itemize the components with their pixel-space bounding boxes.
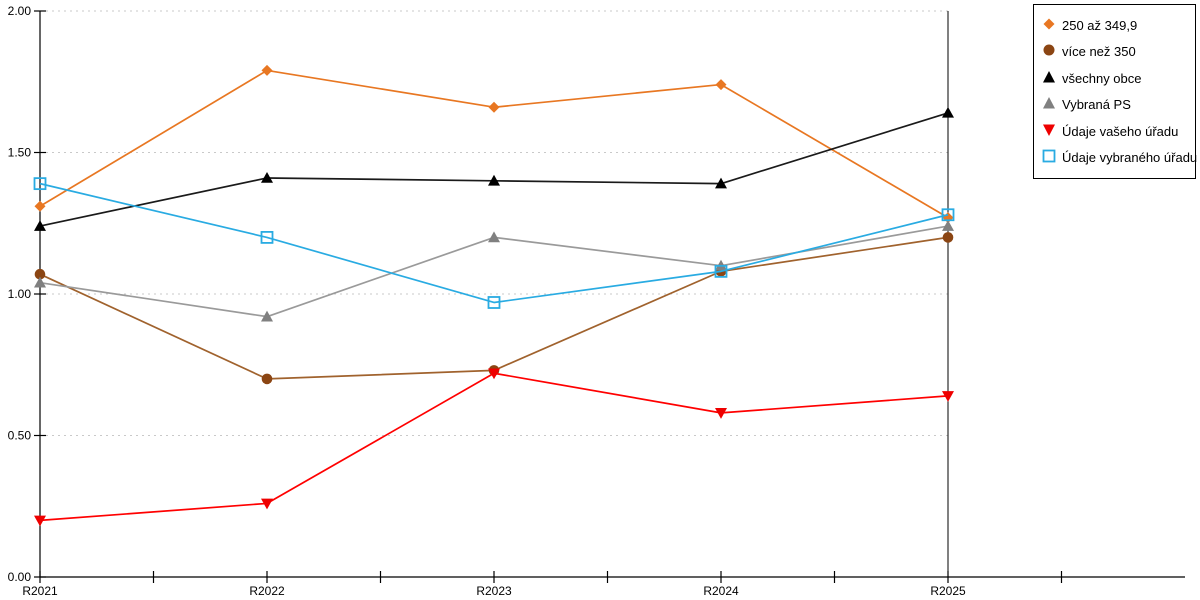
legend-triangle-up-icon — [1042, 70, 1056, 87]
series-1-marker-diamond — [715, 79, 727, 91]
series-5-marker-triangle-down — [34, 515, 46, 527]
series-3-marker-triangle-up — [34, 220, 46, 231]
series-3-marker-triangle-up — [488, 174, 500, 186]
series-3-marker-triangle-up — [715, 177, 727, 189]
legend-label: všechny obce — [1062, 70, 1142, 86]
series-5-marker-triangle-down — [488, 368, 500, 380]
legend-label: Údaje vybraného úřadu — [1062, 150, 1198, 166]
legend-item-3: všechny obce — [1042, 65, 1189, 92]
series-6-marker-square-open — [33, 177, 47, 191]
series-line-6 — [39, 182, 949, 304]
series-6-marker-square-open — [714, 264, 728, 278]
legend-item-5: Údaje vašeho úřadu — [1042, 118, 1189, 145]
series-6-marker-square-open — [487, 296, 501, 309]
legend-label: Údaje vašeho úřadu — [1062, 123, 1179, 139]
legend-item-6: Údaje vybraného úřadu — [1042, 145, 1197, 172]
series-line-5 — [39, 372, 949, 522]
series-1-marker-diamond — [34, 200, 46, 212]
legend-triangle-up-icon — [1042, 96, 1056, 113]
y-tick-label: 0.50 — [8, 429, 32, 443]
y-tick-label: 1.00 — [8, 287, 32, 301]
legend-label: Vybraná PS — [1062, 97, 1131, 113]
series-2-marker-circle — [942, 232, 954, 243]
x-tick-label: R2023 — [476, 584, 512, 598]
series-2-marker-circle — [261, 373, 273, 385]
legend-item-4: Vybraná PS — [1042, 92, 1189, 119]
legend-square-open-icon — [1042, 149, 1056, 166]
x-tick-label: R2025 — [930, 584, 966, 598]
series-line-3 — [39, 112, 949, 227]
legend-triangle-down-icon — [1042, 123, 1056, 140]
y-tick-label: 2.00 — [8, 4, 32, 18]
legend-label: více než 350 — [1062, 44, 1136, 60]
series-1-marker-diamond — [488, 101, 500, 113]
series-3-marker-triangle-up — [942, 106, 954, 118]
series-4-marker-triangle-up — [34, 276, 46, 288]
series-4-marker-triangle-up — [261, 310, 273, 322]
series-5-marker-triangle-down — [942, 391, 954, 402]
legend-item-1: 250 až 349,9 — [1042, 12, 1189, 39]
x-tick-label: R2021 — [22, 584, 58, 598]
series-4-marker-triangle-up — [488, 231, 500, 243]
series-4-marker-triangle-up — [942, 220, 954, 231]
series-3-marker-triangle-up — [261, 171, 273, 183]
series-5-marker-triangle-down — [715, 408, 727, 419]
legend-diamond-icon — [1042, 17, 1056, 34]
legend-item-2: více než 350 — [1042, 39, 1189, 66]
y-tick-label: 0.00 — [8, 570, 32, 584]
series-1-marker-diamond — [261, 64, 273, 76]
series-line-1 — [39, 69, 949, 219]
legend: 250 až 349,9 více než 350 všechny obce Vybr… — [1033, 4, 1197, 179]
y-tick-label: 1.50 — [8, 146, 32, 160]
series-6-marker-square-open — [260, 230, 274, 244]
x-tick-label: R2024 — [703, 584, 739, 598]
series-6-marker-square-open — [941, 208, 955, 222]
legend-circle-icon — [1042, 43, 1056, 60]
legend-label: 250 až 349,9 — [1062, 17, 1138, 33]
series-2-marker-circle — [34, 268, 46, 280]
x-tick-label: R2022 — [249, 584, 285, 598]
series-5-marker-triangle-down — [261, 498, 273, 510]
